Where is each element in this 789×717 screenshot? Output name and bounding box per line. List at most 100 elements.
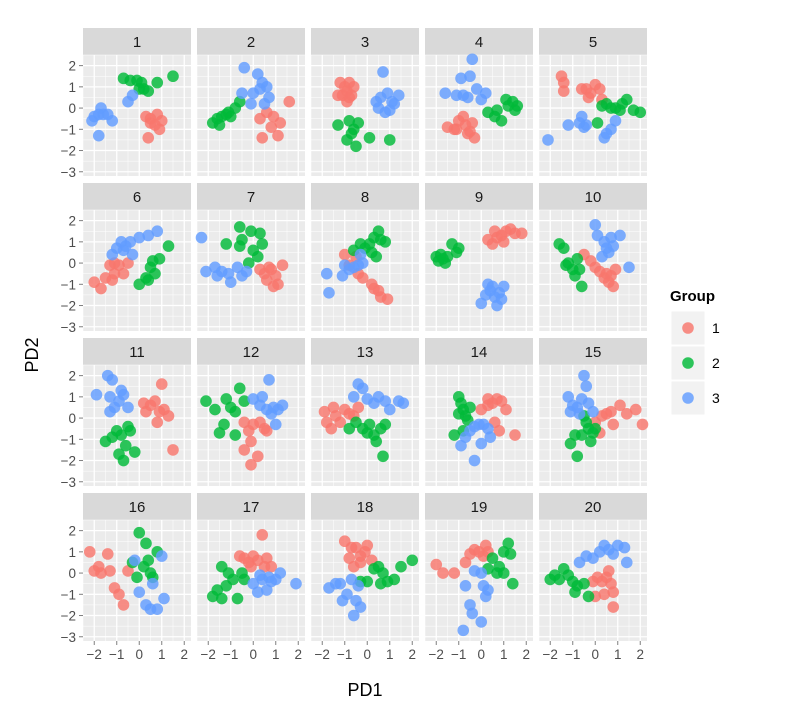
scatter-point-group-3: [466, 53, 479, 66]
panel-background: [83, 365, 191, 486]
scatter-point-group-3: [578, 369, 590, 382]
scatter-point-group-2: [162, 240, 175, 252]
scatter-point-group-2: [167, 70, 179, 83]
scatter-point-group-1: [497, 236, 510, 248]
legend-key-point-group-2: [682, 357, 694, 369]
scatter-point-group-3: [455, 439, 467, 452]
scatter-point-group-1: [343, 552, 356, 565]
scatter-point-group-2: [573, 263, 586, 276]
scatter-point-group-3: [381, 87, 394, 100]
scatter-point-group-3: [323, 286, 335, 299]
scatter-point-group-3: [274, 567, 287, 579]
legend-key-point-group-3: [682, 392, 694, 404]
scatter-point-group-2: [238, 573, 251, 586]
scatter-point-group-3: [607, 548, 620, 560]
scatter-point-group-2: [553, 573, 566, 586]
scatter-point-group-3: [238, 61, 251, 74]
facet-strip-label: 5: [589, 34, 597, 51]
scatter-point-group-1: [254, 112, 266, 125]
y-axis: −3 −2 −1 0 1 2 −3 −2 −1 0 1 2 −3 −2 −1 0 1 2 −3 −2 −1 0 1 2: [61, 59, 83, 645]
scatter-point-group-2: [332, 119, 344, 131]
scatter-point-group-2: [233, 221, 246, 233]
scatter-point-group-3: [320, 267, 333, 280]
scatter-point-group-2: [220, 393, 233, 405]
scatter-point-group-3: [466, 607, 479, 620]
facet-strip-label: 18: [357, 499, 374, 516]
scatter-point-group-1: [593, 83, 606, 95]
legend-label: 2: [712, 355, 720, 371]
scatter-point-group-3: [151, 603, 164, 615]
facet-strip: [197, 183, 305, 210]
scatter-point-group-3: [155, 550, 168, 562]
x-tick-label: −2: [543, 647, 558, 662]
scatter-point-group-2: [211, 112, 224, 125]
legend-key-point-group-1: [682, 322, 694, 334]
x-tick-label: 2: [294, 647, 302, 662]
facet-panel-7: 7: [195, 183, 305, 331]
scatter-point-group-3: [338, 259, 351, 271]
facet-panel-10: 10: [538, 183, 647, 331]
panel-background: [539, 55, 647, 176]
scatter-point-group-1: [459, 556, 472, 569]
facet-panel-4: 4: [424, 28, 533, 176]
scatter-point-group-1: [356, 272, 369, 284]
scatter-point-group-3: [347, 391, 360, 403]
scatter-point-group-3: [600, 127, 613, 140]
facet-panel-3: 3: [310, 28, 419, 176]
scatter-point-group-3: [276, 399, 289, 412]
scatter-point-group-2: [220, 238, 233, 250]
scatter-point-group-2: [343, 422, 356, 435]
x-tick-label: 0: [591, 647, 599, 662]
scatter-point-group-1: [260, 425, 273, 437]
y-tick-label: 2: [68, 214, 76, 229]
scatter-point-group-3: [392, 89, 405, 102]
scatter-point-group-3: [475, 437, 488, 450]
scatter-point-group-3: [151, 225, 164, 238]
x-tick-label: −1: [565, 647, 580, 662]
scatter-point-group-1: [122, 257, 134, 269]
scatter-point-group-1: [448, 567, 461, 579]
scatter-point-group-2: [578, 577, 590, 590]
scatter-point-group-1: [482, 393, 494, 405]
facet-strip-label: 2: [247, 34, 255, 51]
scatter-point-group-3: [620, 556, 633, 569]
facet-strip: [311, 183, 419, 210]
scatter-point-group-3: [158, 592, 170, 605]
scatter-point-group-2: [209, 403, 221, 416]
scatter-point-group-2: [582, 590, 595, 603]
facet-panel-1: 1: [82, 28, 191, 176]
scatter-point-group-2: [464, 401, 476, 414]
facet-strip: [425, 493, 533, 520]
scatter-point-group-1: [117, 267, 130, 280]
scatter-point-group-2: [142, 274, 155, 286]
scatter-point-group-2: [502, 100, 515, 112]
scatter-point-group-3: [247, 577, 260, 590]
x-tick-label: 1: [500, 647, 508, 662]
scatter-point-group-2: [151, 76, 164, 89]
facet-strip: [425, 338, 533, 365]
scatter-point-group-3: [455, 72, 467, 85]
scatter-point-group-1: [607, 280, 620, 293]
scatter-point-group-2: [388, 573, 401, 586]
scatter-point-group-3: [341, 588, 353, 601]
scatter-point-group-2: [575, 280, 588, 293]
scatter-point-group-1: [272, 129, 284, 142]
scatter-point-group-3: [383, 104, 396, 116]
x-tick-label: 2: [180, 647, 188, 662]
scatter-point-group-3: [352, 580, 365, 592]
scatter-point-group-3: [618, 541, 631, 554]
scatter-point-group-3: [495, 293, 508, 305]
scatter-point-group-1: [256, 131, 269, 144]
scatter-point-group-2: [131, 571, 143, 584]
scatter-point-group-1: [142, 131, 155, 144]
scatter-point-group-3: [479, 289, 492, 301]
scatter-point-group-2: [227, 573, 239, 586]
scatter-point-group-2: [140, 537, 152, 550]
facet-panel-12: 12: [196, 338, 305, 486]
legend-label: 3: [712, 390, 720, 406]
scatter-point-group-1: [620, 408, 633, 420]
x-tick-label: 0: [249, 647, 257, 662]
scatter-point-group-3: [133, 586, 146, 598]
scatter-point-group-3: [614, 229, 626, 242]
